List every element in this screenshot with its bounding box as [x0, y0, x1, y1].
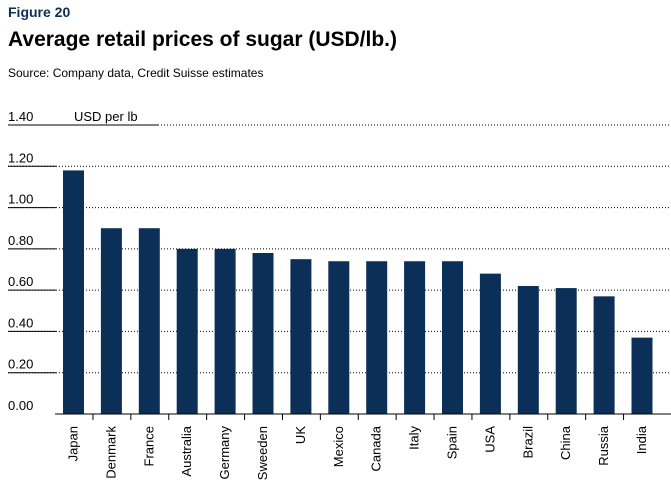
figure-label: Figure 20 [8, 4, 71, 20]
chart-title: Average retail prices of sugar (USD/lb.) [8, 28, 398, 51]
bar-germany [214, 248, 236, 414]
y-tick-label: 1.20 [8, 150, 33, 165]
y-tick-label: 0.20 [8, 357, 33, 372]
x-tick-label: India [634, 425, 649, 454]
x-tick-label: Mexico [331, 426, 346, 467]
bar-canada [366, 261, 388, 414]
bars [63, 170, 653, 414]
bar-uk [290, 259, 312, 414]
y-tick-label: 0.00 [8, 398, 33, 413]
y-tick-label: 0.60 [8, 274, 33, 289]
x-tick-label: Italy [407, 426, 422, 450]
bar-italy [404, 261, 426, 414]
bar-spain [442, 261, 463, 414]
bar-france [138, 228, 160, 414]
y-tick-label: 0.80 [8, 233, 33, 248]
y-tick-label: 0.40 [8, 315, 33, 330]
x-axis-labels: Japan Denmark France Australia Germany Sweede… [66, 414, 649, 480]
bar-china [555, 288, 577, 414]
x-tick-label: France [141, 426, 156, 466]
x-tick-label: Sweeden [255, 426, 270, 480]
bar-usa [479, 273, 501, 414]
bar-india [631, 337, 653, 414]
bar-denmark [100, 228, 122, 414]
x-tick-label: Brazil [520, 426, 535, 459]
x-tick-label: USA [482, 426, 497, 453]
x-tick-label: China [558, 425, 573, 460]
x-tick-label: Canada [369, 425, 384, 471]
bar-japan [63, 170, 84, 414]
bar-mexico [328, 261, 350, 414]
bar-russia [593, 296, 615, 414]
x-tick-label: Russia [596, 425, 611, 466]
x-tick-label: Australia [179, 425, 194, 476]
bar-australia [176, 248, 198, 414]
y-axis-ticks: 0.00 0.20 0.40 0.60 0.80 1.00 1.20 1.40 [8, 109, 33, 413]
x-tick-label: UK [293, 426, 308, 444]
x-tick-label: Denmark [103, 426, 118, 479]
bar-brazil [517, 286, 539, 414]
unit-label: USD per lb [74, 109, 138, 124]
x-tick-label: Germany [217, 426, 232, 480]
x-tick-label: Spain [445, 426, 460, 459]
y-tick-label: 1.40 [8, 109, 33, 124]
chart-source: Source: Company data, Credit Suisse esti… [8, 66, 264, 80]
bar-sweeden [252, 252, 274, 414]
y-tick-label: 1.00 [8, 192, 33, 207]
x-tick-label: Japan [66, 426, 81, 461]
